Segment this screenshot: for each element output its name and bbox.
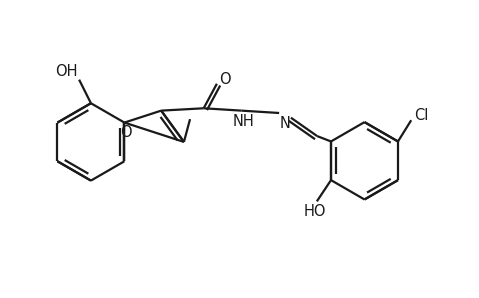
Text: N: N: [280, 116, 291, 131]
Text: Cl: Cl: [414, 108, 429, 123]
Text: NH: NH: [233, 114, 255, 129]
Text: O: O: [121, 125, 132, 140]
Text: O: O: [219, 72, 231, 88]
Text: HO: HO: [303, 204, 326, 219]
Text: OH: OH: [55, 64, 77, 79]
